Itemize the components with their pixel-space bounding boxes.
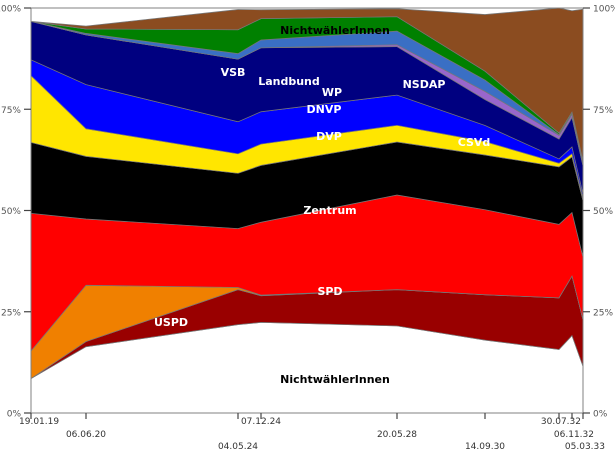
series-label-nsdap: NSDAP [403, 78, 446, 91]
y-tick-label-left-25: 25% [1, 308, 21, 318]
series-label-vsb: VSB [221, 66, 246, 79]
area-layers [30, 7, 584, 414]
y-tick-label-right-50: 50% [593, 207, 613, 217]
series-label-spd: SPD [317, 285, 342, 298]
x-tick-label-6: 30.07.32 [541, 417, 581, 427]
series-label-zentrum: Zentrum [303, 204, 356, 217]
series-label-csvd: CSVd [458, 136, 491, 149]
chart-axes: 0% 0% 25% 25% 50% 50% 75% 75% 100% 100% 19.01.19 06… [0, 5, 615, 452]
series-label-nichtw-hlerinnen: NichtwählerInnen [280, 373, 390, 386]
series-label-wp: WP [322, 86, 342, 99]
x-tick-label-0: 19.01.19 [19, 417, 59, 427]
x-tick-label-8: 05.03.33 [565, 442, 605, 452]
y-tick-label-left-100: 100% [0, 5, 21, 15]
series-label-dvp: DVP [316, 130, 342, 143]
y-tick-label-right-100: 100% [593, 5, 615, 15]
x-tick-label-7: 06.11.32 [554, 430, 594, 440]
series-label-ddp: DDP [317, 154, 343, 167]
x-tick-label-5: 14.09.30 [465, 442, 505, 452]
x-tick-label-4: 20.05.28 [377, 430, 417, 440]
y-tick-label-left-50: 50% [1, 207, 21, 217]
x-tick-label-1: 06.06.20 [66, 430, 106, 440]
series-label-dnvp: DNVP [307, 103, 342, 116]
y-tick-label-right-0: 0% [593, 410, 608, 420]
series-label-kpd: KPD [317, 324, 343, 337]
y-tick-label-right-75: 75% [593, 106, 613, 116]
series-label-landbund: Landbund [258, 75, 320, 88]
y-tick-label-left-0: 0% [7, 410, 22, 420]
x-tick-label-2: 04.05.24 [218, 442, 258, 452]
y-tick-label-left-75: 75% [1, 106, 21, 116]
x-tick-label-3: 07.12.24 [241, 417, 281, 427]
series-label-uspd: USPD [154, 316, 188, 329]
y-tick-label-right-25: 25% [593, 308, 613, 318]
series-label-nichtw-hlerinnen: NichtwählerInnen [280, 24, 390, 37]
